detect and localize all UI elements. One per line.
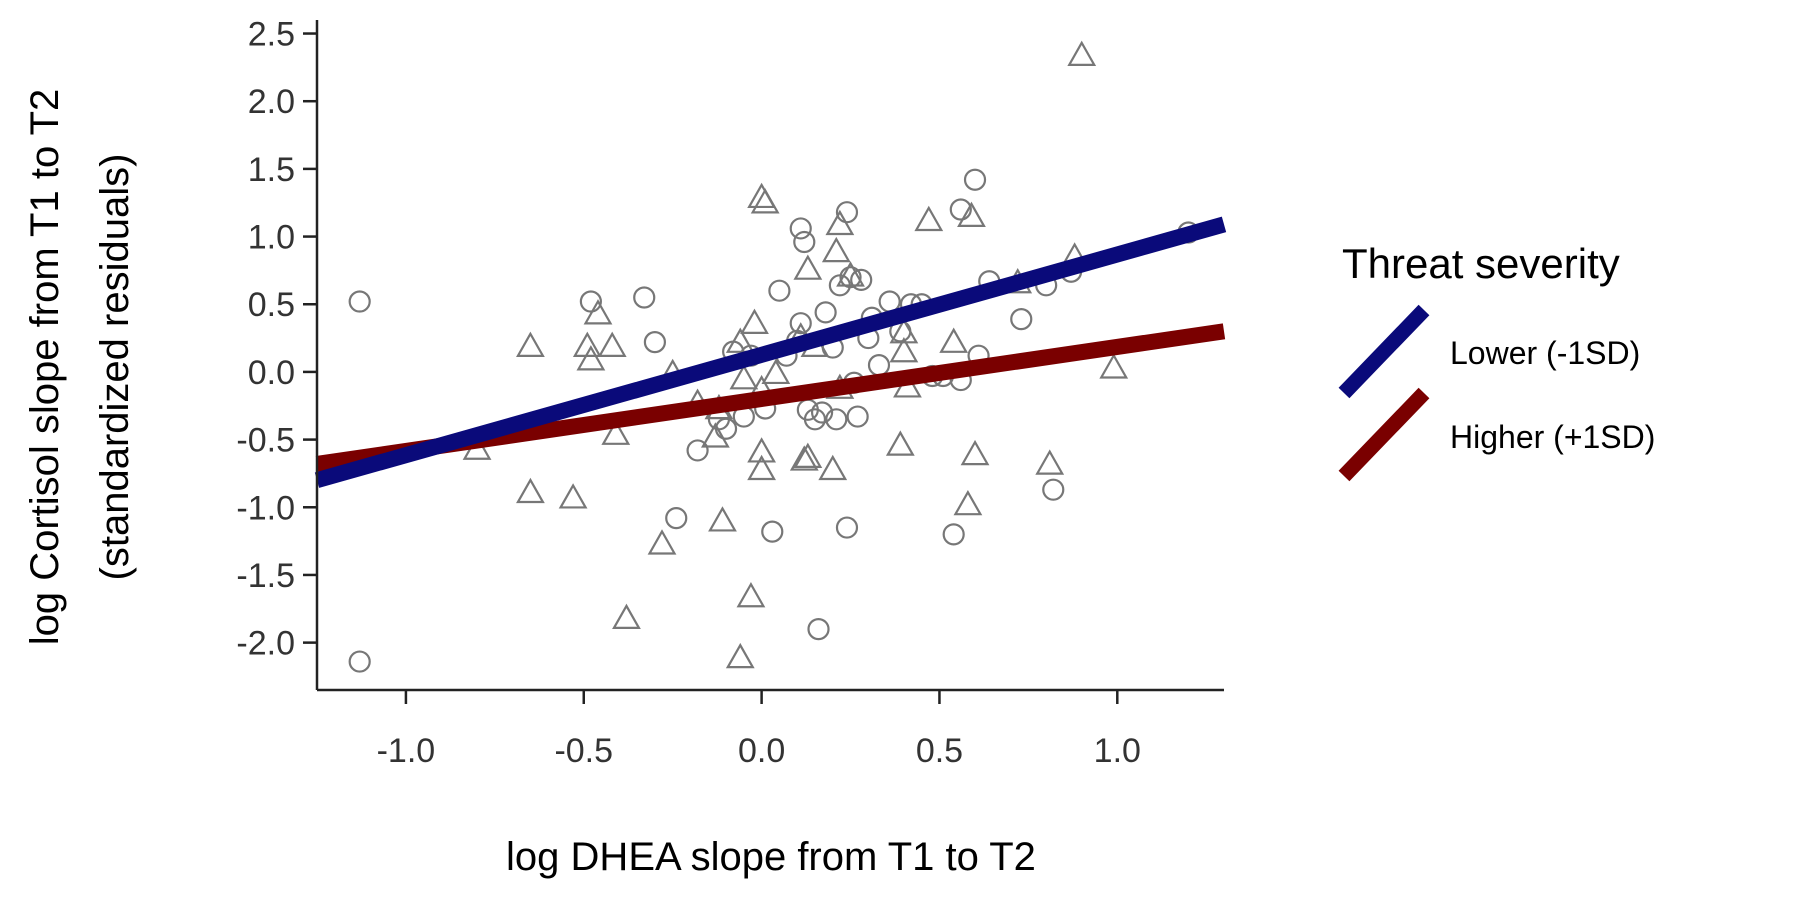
regression-lines xyxy=(314,216,1227,488)
circle-point xyxy=(850,268,873,291)
y-tick-label: -1.0 xyxy=(236,489,295,527)
circle-point xyxy=(839,266,862,289)
legend-label-higher: Higher (+1SD) xyxy=(1450,419,1655,455)
triangle-point xyxy=(612,603,641,630)
triangle-point xyxy=(789,445,819,471)
triangle-point xyxy=(583,299,613,325)
triangle-point xyxy=(747,454,776,481)
triangle-point xyxy=(960,439,990,466)
circle-point xyxy=(768,279,791,302)
triangle-point xyxy=(740,308,769,334)
y-tick-label: 2.0 xyxy=(248,83,295,121)
triangle-point xyxy=(1067,40,1097,66)
y-tick-label: -0.5 xyxy=(236,422,295,460)
triangle-point xyxy=(750,188,780,214)
circle-point xyxy=(348,290,371,313)
triangle-point xyxy=(889,337,919,363)
y-axis-title-line-1: log Cortisol slope from T1 to T2 xyxy=(23,89,67,646)
circle-point xyxy=(789,217,812,240)
triangle-point xyxy=(836,261,865,287)
triangle-point xyxy=(516,331,545,357)
y-axis-ticks: 2.5 2.0 1.5 1.0 0.5 0.0 -0.5 -1.0 -1.5 -2.0 xyxy=(236,16,317,663)
circle-point xyxy=(665,507,688,530)
triangle-point xyxy=(957,201,986,228)
x-tick-label: 0.5 xyxy=(916,732,963,770)
triangle-point xyxy=(516,477,545,504)
y-tick-label: 0.0 xyxy=(248,354,295,392)
triangle-point xyxy=(821,236,851,263)
y-tick-label: -2.0 xyxy=(236,625,295,663)
y-tick-label: -1.5 xyxy=(236,557,295,595)
triangle-point xyxy=(793,442,823,468)
circle-point xyxy=(789,312,812,335)
x-axis-title: log DHEA slope from T1 to T2 xyxy=(506,835,1036,879)
circle-point xyxy=(793,230,816,254)
x-tick-label: 1.0 xyxy=(1094,732,1141,770)
triangle-point xyxy=(825,209,855,236)
y-tick-label: 0.5 xyxy=(248,286,295,324)
circle-point xyxy=(633,286,656,309)
x-tick-label: -1.0 xyxy=(377,732,436,770)
circle-point xyxy=(643,331,667,354)
legend-label-lower: Lower (-1SD) xyxy=(1450,335,1640,371)
circle-point xyxy=(348,650,371,673)
triangle-point xyxy=(647,529,677,555)
circle-point xyxy=(807,617,830,641)
triangle-point xyxy=(576,345,606,371)
legend-swatch-lower xyxy=(1338,304,1430,399)
circle-point xyxy=(835,516,859,539)
y-tick-label: 2.5 xyxy=(248,16,295,54)
circle-point xyxy=(835,201,859,224)
triangle-point xyxy=(558,483,588,509)
y-tick-label: 1.0 xyxy=(248,219,295,257)
triangle-point xyxy=(597,331,627,357)
triangle-point xyxy=(747,437,776,463)
circle-point xyxy=(810,401,834,424)
x-axis-ticks: -1.0 -0.5 0.0 0.5 1.0 xyxy=(377,690,1141,770)
y-tick-label: 1.5 xyxy=(248,151,295,189)
triangle-point xyxy=(708,506,737,532)
circle-point xyxy=(1042,478,1065,501)
triangle-point xyxy=(700,422,730,448)
triangle-point xyxy=(601,419,631,445)
legend-swatch-higher xyxy=(1338,387,1430,482)
triangle-point xyxy=(1035,449,1065,475)
y-axis-title-line-2: (standardized residuals) xyxy=(93,154,137,581)
triangle-point xyxy=(953,489,983,516)
triangle-point xyxy=(914,205,944,232)
circle-point xyxy=(761,520,784,543)
legend-title: Threat severity xyxy=(1342,240,1620,287)
triangle-point xyxy=(793,254,823,280)
triangle-point xyxy=(725,642,755,669)
triangle-point xyxy=(885,430,915,456)
circle-point xyxy=(825,408,848,431)
triangle-point xyxy=(725,327,755,353)
circle-point xyxy=(1010,308,1033,331)
x-tick-label: -0.5 xyxy=(554,732,613,770)
triangle-point xyxy=(736,582,766,608)
x-tick-label: 0.0 xyxy=(738,732,785,770)
triangle-point xyxy=(889,318,919,344)
circle-point xyxy=(803,408,827,431)
circle-point xyxy=(963,168,987,191)
triangle-point xyxy=(939,327,969,353)
triangle-point xyxy=(1099,353,1129,379)
triangle-point xyxy=(761,358,791,385)
circle-point xyxy=(846,405,869,428)
legend: Threat severity Lower (-1SD) Higher (+1S… xyxy=(1338,240,1655,482)
circle-point xyxy=(942,523,965,546)
circle-point xyxy=(867,354,891,377)
circle-point xyxy=(949,198,972,221)
triangle-point xyxy=(729,364,759,390)
circle-point xyxy=(814,301,837,324)
circle-point xyxy=(686,439,709,462)
triangle-point xyxy=(818,454,848,481)
axes xyxy=(315,20,1224,692)
circle-point xyxy=(579,290,602,313)
regression-line-lower xyxy=(314,216,1227,488)
